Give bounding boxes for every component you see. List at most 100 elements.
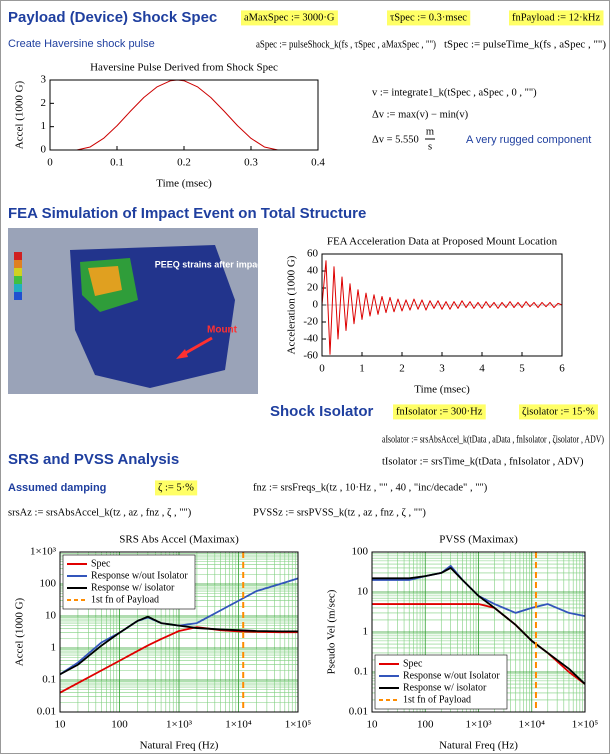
x-tick-label: 3 (439, 363, 445, 375)
legend-label: 1st fn of Payload (403, 694, 471, 705)
y-tick-label: 10 (45, 610, 57, 622)
equation: aSpec := pulseShock_k(fs , τSpec , aMaxS… (256, 39, 436, 50)
legend-label: Response w/out Isolator (91, 570, 188, 581)
x-tick-label: 1×10³ (166, 719, 193, 731)
fea-image: PEEQ strains after impact Mount (8, 228, 265, 394)
equation: ζ := 5·% (158, 482, 194, 493)
x-tick-label: 100 (417, 719, 434, 731)
section-title: FEA Simulation of Impact Event on Total … (8, 205, 366, 222)
legend-label: Spec (403, 658, 423, 669)
legend-swatch (14, 292, 22, 300)
x-axis-label: Time (msec) (414, 384, 470, 396)
y-tick-label: 60 (307, 248, 319, 260)
unit: s (428, 141, 432, 152)
y-tick-label: 1×10³ (30, 546, 57, 558)
equation: fnPayload := 12·kHz (512, 12, 600, 23)
equation: Δv = 5.550 (372, 134, 419, 145)
equation: PVSSz := srsPVSS_k(tz , az , fnz , ζ , "… (253, 507, 426, 518)
y-tick-label: 1 (41, 120, 47, 132)
equation: ζisolator := 15·% (522, 406, 595, 417)
x-tick-label: 10 (367, 719, 379, 731)
equation: tIsolator := srsTime_k(tData , fnIsolato… (382, 456, 584, 467)
y-tick-label: 3 (41, 74, 47, 86)
equation: fnIsolator := 300·Hz (396, 406, 483, 417)
legend-swatch (14, 260, 22, 268)
y-tick-label: 0 (313, 299, 319, 311)
chart-title: SRS Abs Accel (Maximax) (119, 534, 239, 546)
section-title: Payload (Device) Shock Spec (8, 9, 217, 26)
y-tick-label: 1 (51, 642, 57, 654)
y-tick-label: -20 (303, 316, 318, 328)
x-tick-label: 0.2 (177, 157, 191, 169)
x-tick-label: 0.4 (311, 157, 325, 169)
y-tick-label: -40 (303, 333, 318, 345)
x-tick-label: 1×10⁴ (225, 719, 252, 731)
equation: τSpec := 0.3·msec (390, 12, 467, 23)
x-tick-label: 0.3 (244, 157, 258, 169)
y-axis-label: Pseudo Vel (m/sec) (326, 589, 338, 674)
y-tick-label: 0.01 (37, 706, 56, 718)
section-title: Shock Isolator (270, 403, 374, 420)
y-tick-label: 0.1 (354, 666, 368, 678)
image-caption: PEEQ strains after impact (155, 259, 266, 269)
y-tick-label: 0.01 (349, 706, 368, 718)
legend-swatch (14, 276, 22, 284)
equation: v := integrate1_k(tSpec , aSpec , 0 , ""… (372, 87, 537, 98)
equation: tSpec := pulseTime_k(fs , aSpec , "") (444, 39, 607, 50)
x-tick-label: 0.1 (110, 157, 124, 169)
section-title: SRS and PVSS Analysis (8, 451, 179, 468)
x-tick-label: 0 (47, 157, 53, 169)
x-axis-label: Natural Freq (Hz) (140, 740, 219, 752)
legend-label: Spec (91, 558, 111, 569)
x-tick-label: 5 (519, 363, 525, 375)
x-tick-label: 4 (479, 363, 485, 375)
y-tick-label: -60 (303, 350, 318, 362)
x-tick-label: 10 (55, 719, 67, 731)
x-axis-label: Time (msec) (156, 178, 212, 190)
x-tick-label: 0 (319, 363, 325, 375)
worksheet: Payload (Device) Shock Spec aMaxSpec := … (0, 0, 610, 754)
plot-area (50, 80, 318, 150)
y-tick-label: 2 (41, 97, 47, 109)
x-tick-label: 1×10⁴ (518, 719, 545, 731)
equation: aMaxSpec := 3000·G (244, 12, 335, 23)
equation: aIsolator := srsAbsAccel_k(tData , aData… (382, 434, 604, 445)
equation: Δv := max(v) − min(v) (372, 109, 469, 120)
x-tick-label: 1 (359, 363, 365, 375)
x-tick-label: 1×10³ (465, 719, 492, 731)
note: A very rugged component (466, 134, 591, 146)
label: Create Haversine shock pulse (8, 38, 155, 50)
chart-title: Haversine Pulse Derived from Shock Spec (90, 62, 278, 74)
x-tick-label: 6 (559, 363, 565, 375)
x-tick-label: 1×10⁵ (285, 719, 312, 731)
y-axis-label: Accel (1000 G) (14, 597, 26, 666)
legend-swatch (14, 284, 22, 292)
chart-title: PVSS (Maximax) (439, 534, 518, 546)
legend-label: 1st fn of Payload (91, 594, 159, 605)
y-axis-label: Accel (1000 G) (14, 80, 26, 149)
legend-label: Response w/out Isolator (403, 670, 500, 681)
image-callout: Mount (207, 325, 238, 336)
y-tick-label: 1 (363, 626, 369, 638)
legend-swatch (14, 268, 22, 276)
y-tick-label: 0 (41, 144, 47, 156)
equation: srsAz := srsAbsAccel_k(tz , az , fnz , ζ… (8, 507, 192, 518)
y-tick-label: 20 (307, 282, 319, 294)
legend-label: Response w/ isolator (403, 682, 487, 693)
x-tick-label: 1×10⁵ (572, 719, 599, 731)
y-tick-label: 40 (307, 265, 319, 277)
x-tick-label: 2 (399, 363, 405, 375)
y-tick-label: 10 (357, 586, 369, 598)
legend-swatch (14, 252, 22, 260)
y-tick-label: 100 (40, 578, 57, 590)
y-tick-label: 0.1 (42, 674, 56, 686)
x-tick-label: 100 (111, 719, 128, 731)
legend-label: Response w/ isolator (91, 582, 175, 593)
label: Assumed damping (8, 482, 106, 494)
equation: fnz := srsFreqs_k(tz , 10·Hz , "" , 40 ,… (253, 482, 488, 493)
chart-title: FEA Acceleration Data at Proposed Mount … (327, 236, 558, 248)
y-tick-label: 100 (352, 546, 369, 558)
y-axis-label: Acceleration (1000 G) (286, 255, 298, 354)
